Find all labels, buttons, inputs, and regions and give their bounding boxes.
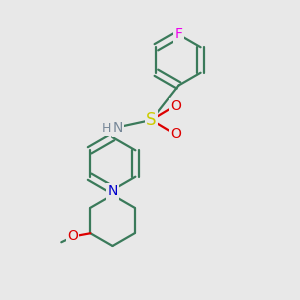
Text: H: H xyxy=(102,122,111,135)
Text: S: S xyxy=(146,111,157,129)
Text: F: F xyxy=(175,28,182,41)
Text: O: O xyxy=(170,127,181,140)
Text: O: O xyxy=(170,100,181,113)
Text: O: O xyxy=(67,229,78,243)
Text: N: N xyxy=(107,184,118,198)
Text: N: N xyxy=(113,122,123,135)
